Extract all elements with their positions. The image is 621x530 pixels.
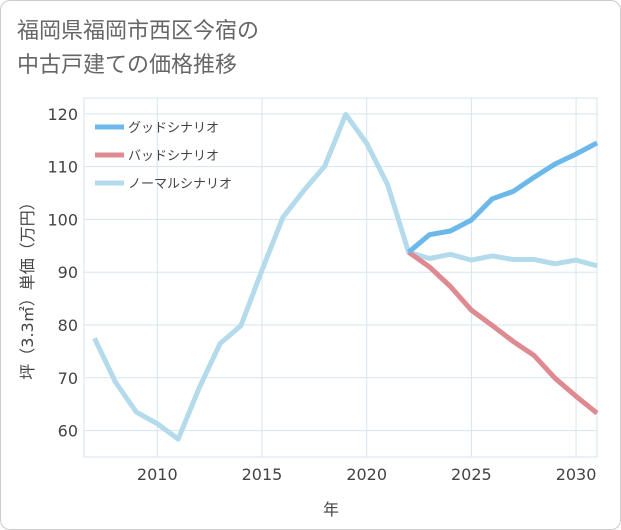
grid-lines	[83, 97, 598, 458]
chart-title-line-2: 中古戸建ての価格推移	[17, 53, 238, 78]
series-line-good	[406, 140, 599, 255]
chart-title-line-1: 福岡県福岡市西区今宿の	[17, 19, 260, 44]
y-tick-label: 110	[47, 158, 78, 177]
legend-label: バッドシナリオ	[128, 149, 219, 164]
y-tick-label: 80	[58, 316, 78, 335]
chart-title: 福岡県福岡市西区今宿の 中古戸建ての価格推移	[17, 15, 259, 83]
series-line-bad	[407, 250, 599, 416]
y-axis-ticks: 60 70 80 90 100 110 120	[47, 105, 78, 441]
x-axis-label: 年	[323, 500, 339, 519]
x-tick-label: 2020	[346, 465, 387, 484]
plot-area-border	[83, 97, 598, 458]
x-tick-label: 2015	[242, 465, 283, 484]
y-tick-label: 120	[47, 105, 78, 124]
y-axis-label: 坪（3.3㎡）単価（万円）	[18, 194, 37, 379]
x-tick-label: 2025	[451, 465, 492, 484]
legend-label: グッドシナリオ	[128, 121, 219, 136]
y-tick-label: 100	[47, 210, 78, 229]
x-axis-ticks: 2010 2015 2020 2025 2030	[137, 465, 596, 484]
series-lines	[92, 111, 599, 442]
legend-label: ノーマルシナリオ	[128, 177, 232, 192]
y-tick-label: 60	[58, 422, 78, 441]
series-line-normal	[92, 111, 598, 442]
x-tick-label: 2030	[556, 465, 597, 484]
y-tick-label: 90	[58, 263, 78, 282]
x-tick-label: 2010	[137, 465, 178, 484]
y-tick-label: 70	[58, 369, 78, 388]
